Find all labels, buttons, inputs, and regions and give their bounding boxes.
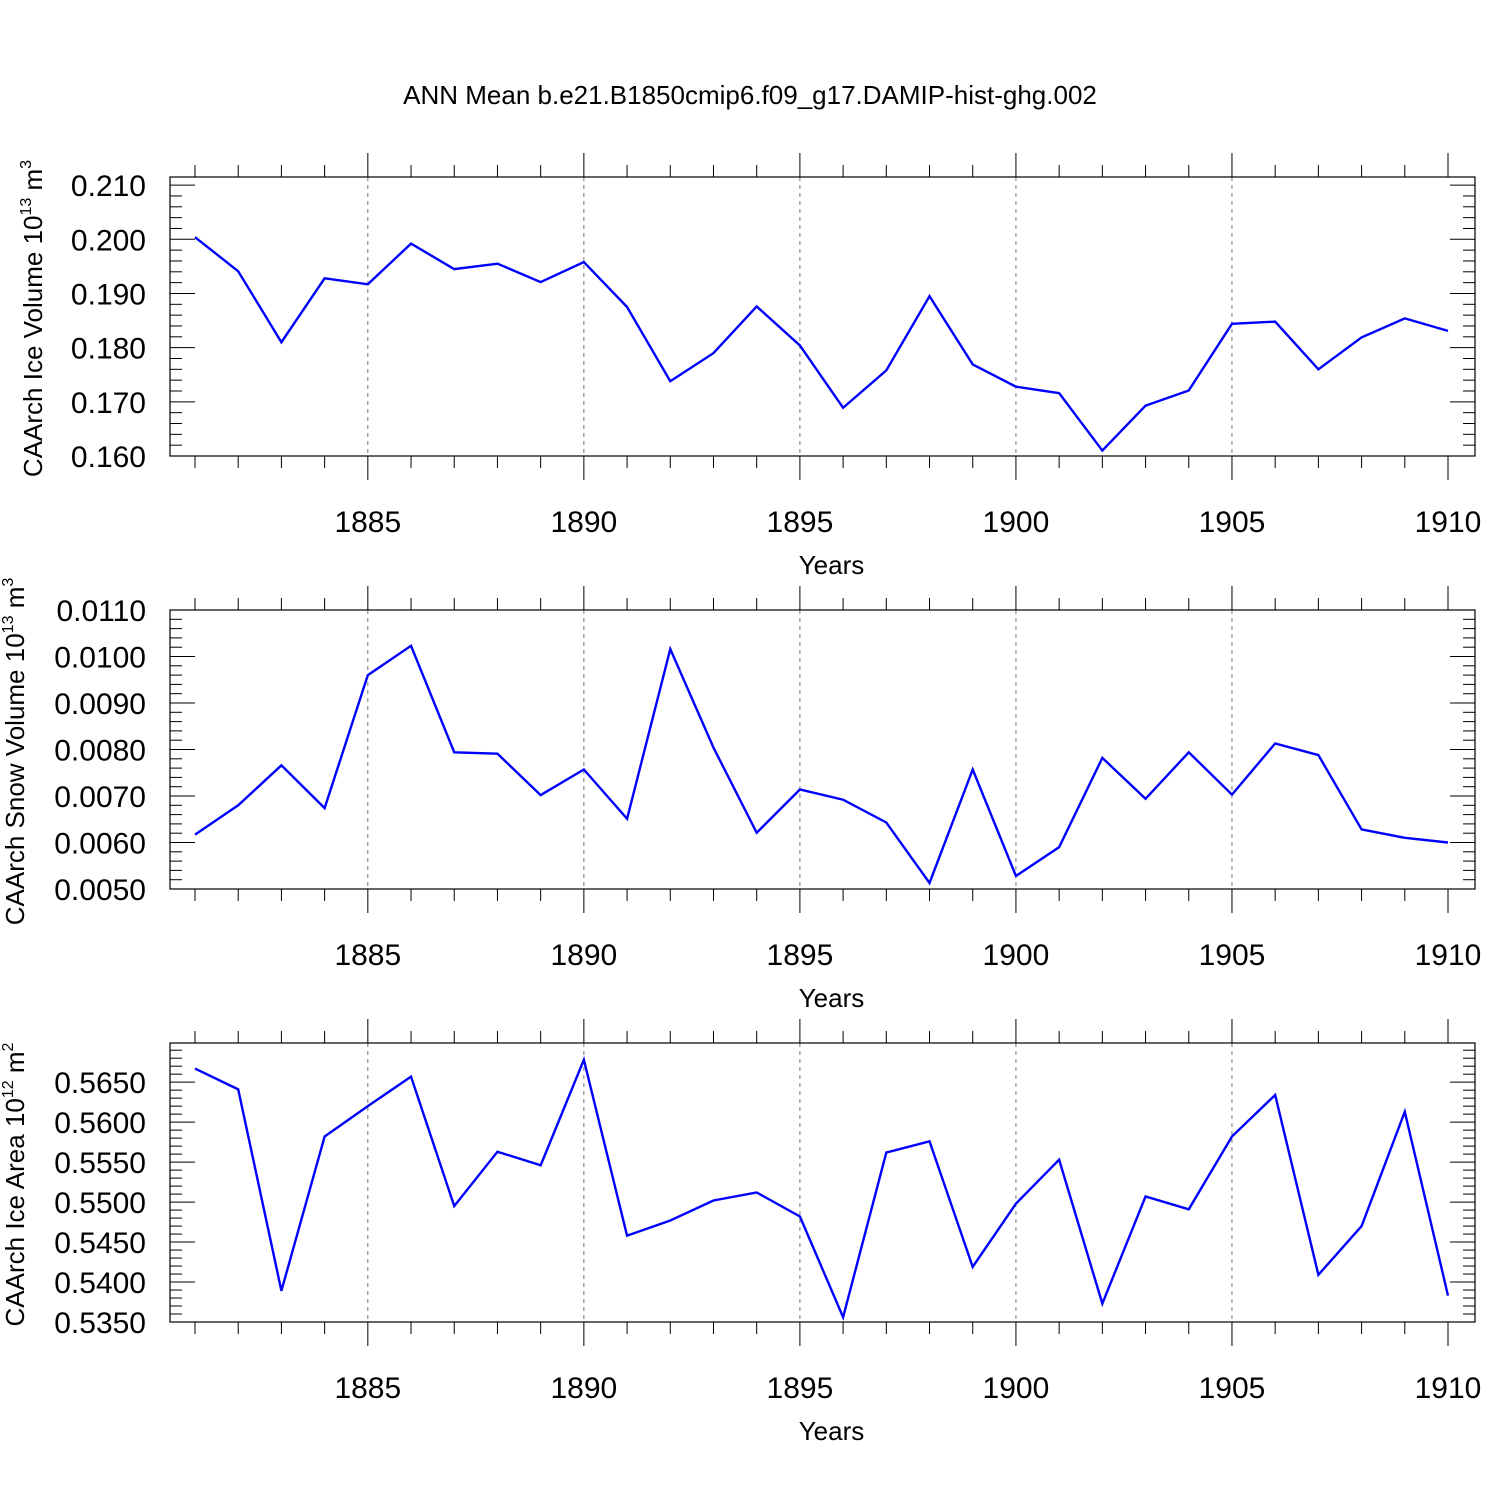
x-tick-label: 1885: [334, 506, 401, 539]
y-tick-label: 0.5550: [54, 1147, 146, 1180]
y-tick-label: 0.0060: [54, 828, 146, 861]
x-tick-label: 1905: [1199, 506, 1266, 539]
x-tick-label: 1910: [1415, 939, 1482, 972]
y-tick-label: 0.5600: [54, 1107, 146, 1140]
y-tick-label: 0.0070: [54, 781, 146, 814]
x-tick-label: 1895: [767, 506, 834, 539]
ice-area-panel: 0.5350 0.5400 0.5450 0.5500 0.5550 0.5600 0.56…: [0, 1019, 1481, 1446]
y-tick-label: 0.5450: [54, 1227, 146, 1260]
y-tick-label: 0.0110: [56, 595, 146, 628]
x-tick-label: 1895: [767, 1372, 834, 1405]
plot-frame: [169, 609, 1476, 890]
y-tick-label: 0.170: [71, 387, 146, 420]
y-tick-label: 0.0050: [54, 874, 146, 907]
figure-title: ANN Mean b.e21.B1850cmip6.f09_g17.DAMIP-…: [403, 80, 1097, 110]
y-axis-label: CAArch Ice Area 1012 m2: [0, 1042, 30, 1326]
x-tick-label: 1890: [550, 506, 617, 539]
y-axis-label: CAArch Ice Volume 1013 m3: [18, 160, 48, 477]
plot-frame: [169, 176, 1476, 457]
ice-volume-line: [194, 236, 1449, 453]
x-tick-label: 1895: [767, 939, 834, 972]
x-tick-label: 1885: [334, 939, 401, 972]
y-tick-label: 0.0080: [54, 735, 146, 768]
y-tick-label: 0.0100: [54, 642, 146, 675]
x-tick-label: 1905: [1199, 939, 1266, 972]
x-tick-label: 1890: [550, 939, 617, 972]
x-axis-label: Years: [799, 550, 865, 580]
y-tick-label: 0.0090: [54, 688, 146, 721]
plot-frame: [169, 1042, 1476, 1323]
x-tick-label: 1910: [1415, 1372, 1482, 1405]
x-axis-label: Years: [799, 1416, 865, 1446]
x-tick-label: 1890: [550, 1372, 617, 1405]
y-tick-label: 0.5350: [54, 1307, 146, 1340]
x-tick-label: 1905: [1199, 1372, 1266, 1405]
x-tick-label: 1910: [1415, 506, 1482, 539]
x-axis-label: Years: [799, 983, 865, 1013]
x-tick-label: 1900: [983, 1372, 1050, 1405]
x-tick-label: 1900: [983, 939, 1050, 972]
snow-volume-line: [194, 643, 1449, 886]
y-tick-label: 0.5500: [54, 1187, 146, 1220]
y-tick-label: 0.5650: [54, 1067, 146, 1100]
y-tick-label: 0.200: [71, 224, 146, 257]
ice-volume-panel: 0.160 0.170 0.180 0.190 0.200 0.210 1885 1890 1…: [18, 153, 1481, 580]
y-tick-label: 0.210: [71, 170, 146, 203]
y-tick-label: 0.5400: [54, 1267, 146, 1300]
y-tick-label: 0.160: [71, 441, 146, 474]
y-tick-label: 0.180: [71, 333, 146, 366]
ice-area-line: [194, 1055, 1450, 1321]
snow-volume-panel: 0.0050 0.0060 0.0070 0.0080 0.0090 0.0100 0.01…: [0, 578, 1481, 1013]
y-tick-label: 0.190: [71, 278, 146, 311]
y-axis-label: CAArch Snow Volume 1013 m3: [0, 578, 30, 926]
x-tick-label: 1885: [334, 1372, 401, 1405]
x-tick-label: 1900: [983, 506, 1050, 539]
